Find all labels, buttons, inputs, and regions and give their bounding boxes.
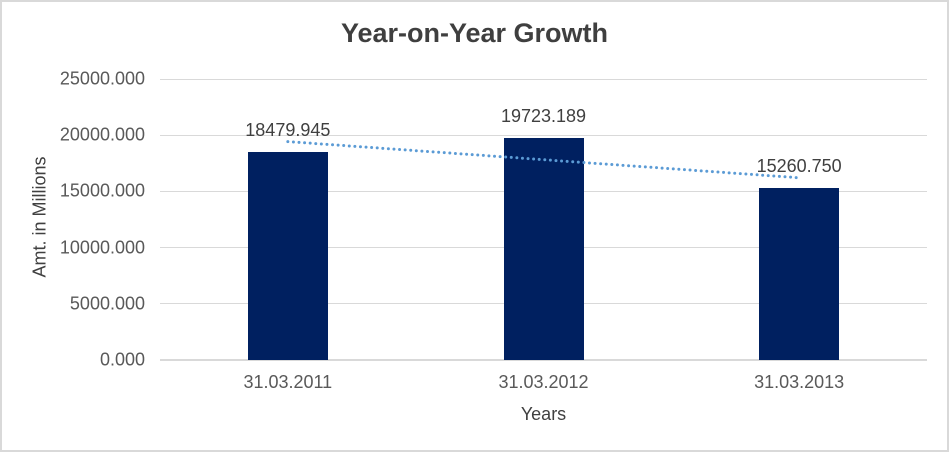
chart-title: Year-on-Year Growth <box>340 18 609 48</box>
y-axis-tick-labels: 0.000 5000.000 10000.000 15000.000 20000.000… <box>2 69 145 370</box>
gridline <box>160 134 927 136</box>
y-tick-label: 10000.000 <box>59 237 145 258</box>
y-tick-label: 5000.000 <box>69 293 145 314</box>
bar-31.03.2011 <box>247 152 328 360</box>
x-tick-label: 31.03.2012 <box>498 372 589 392</box>
x-axis-labels: 31.03.2011 31.03.2012 31.03.2013 <box>160 372 927 396</box>
x-tick-label: 31.03.2011 <box>243 372 333 392</box>
gridline <box>160 78 927 80</box>
y-tick-label: 0.000 <box>99 349 145 370</box>
x-tick-label: 31.03.2013 <box>754 372 845 392</box>
bar-31.03.2013 <box>759 188 840 360</box>
y-tick-label: 15000.000 <box>59 180 145 201</box>
data-label: 15260.750 <box>756 156 842 177</box>
data-label: 19723.189 <box>500 106 587 127</box>
data-label: 18479.945 <box>245 120 331 141</box>
bar-31.03.2012 <box>503 138 584 360</box>
trendline-path <box>286 140 801 180</box>
x-axis-title: Years <box>520 404 567 424</box>
y-tick-label: 20000.000 <box>59 124 145 145</box>
plot-area: 18479.945 19723.189 15260.750 <box>160 78 927 361</box>
x-axis-line <box>160 359 927 361</box>
y-tick-label: 25000.000 <box>59 68 145 89</box>
trendline <box>286 140 801 180</box>
